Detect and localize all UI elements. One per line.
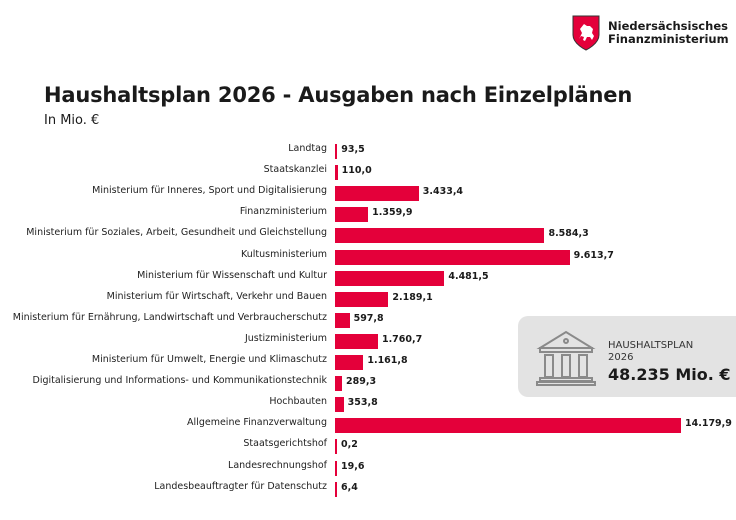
category-label: Landesrechnungshof — [228, 459, 327, 471]
bar-row: Kultusministerium 9.613,7 — [0, 247, 736, 268]
bar-row: Staatsgerichtshof 0,2 — [0, 436, 736, 457]
bar — [335, 207, 369, 223]
value-label: 93,5 — [341, 144, 365, 155]
bar — [335, 249, 570, 265]
category-label: Staatskanzlei — [263, 164, 327, 176]
category-label: Ministerium für Inneres, Sport und Digit… — [92, 185, 327, 197]
bar — [335, 165, 338, 181]
value-label: 14.179,9 — [685, 418, 732, 430]
coat-of-arms-icon — [572, 15, 600, 51]
value-label: 9.613,7 — [573, 249, 614, 261]
bar-row: Staatskanzlei 110,0 — [0, 162, 736, 183]
bar — [335, 291, 389, 307]
bar-row: Landesrechnungshof 19,6 — [0, 458, 736, 479]
category-label: Allgemeine Finanzverwaltung — [187, 417, 327, 429]
unit-subtitle: In Mio. € — [44, 113, 100, 128]
value-label: 2.189,1 — [392, 291, 433, 303]
category-label: Hochbauten — [269, 396, 327, 408]
bar-row: Ministerium für Ernährung, Landwirtschaf… — [0, 310, 736, 331]
bar-row: Allgemeine Finanzverwaltung 14.179,9 — [0, 415, 736, 436]
value-label: 1.359,9 — [372, 207, 413, 219]
bar — [335, 439, 337, 455]
bar — [335, 186, 419, 202]
summary-box: HAUSHALTSPLAN 2026 48.235 Mio. € — [518, 316, 736, 397]
summary-total: 48.235 Mio. € — [608, 365, 731, 384]
bar-row: Landesbeauftragter für Datenschutz 6,4 — [0, 479, 736, 500]
value-label: 289,3 — [346, 376, 377, 388]
category-label: Staatsgerichtshof — [243, 438, 327, 450]
government-building-icon — [536, 330, 596, 386]
bar-row: Finanzministerium 1.359,9 — [0, 204, 736, 225]
value-label: 19,6 — [341, 460, 365, 472]
logo-line1: Niedersächsisches — [608, 19, 728, 33]
bar-row: Landtag 93,5 — [0, 141, 736, 162]
bar-row: Ministerium für Inneres, Sport und Digit… — [0, 183, 736, 204]
bar — [335, 333, 378, 349]
bar-row: Digitalisierung und Informations- und Ko… — [0, 373, 736, 394]
value-label: 353,8 — [347, 397, 378, 409]
category-label: Ministerium für Wissenschaft und Kultur — [137, 269, 327, 281]
summary-label-line2: 2026 — [608, 352, 634, 363]
category-label: Digitalisierung und Informations- und Ko… — [32, 375, 328, 387]
value-label: 1.161,8 — [367, 355, 408, 366]
category-label: Landtag — [288, 143, 327, 154]
summary-label-line1: HAUSHALTSPLAN — [608, 340, 694, 351]
category-label: Landesbeauftragter für Datenschutz — [154, 480, 327, 492]
page-title: Haushaltsplan 2026 - Ausgaben nach Einze… — [44, 83, 633, 107]
logo-line2: Finanzministerium — [608, 32, 729, 46]
value-label: 1.760,7 — [381, 333, 423, 345]
bar — [335, 460, 337, 476]
bar — [335, 144, 338, 159]
value-label: 597,8 — [353, 312, 384, 324]
bar-row: Ministerium für Umwelt, Energie und Klim… — [0, 352, 736, 373]
value-label: 0,2 — [341, 439, 358, 451]
category-label: Ministerium für Ernährung, Landwirtschaf… — [12, 311, 327, 323]
bar-row: Justizministerium 1.760,7 — [0, 331, 736, 352]
bar — [335, 270, 445, 286]
category-label: Finanzministerium — [239, 206, 327, 218]
value-label: 110,0 — [341, 165, 372, 177]
value-label: 4.481,5 — [448, 270, 489, 282]
bar — [335, 397, 344, 413]
bar-row: Hochbauten 353,8 — [0, 394, 736, 415]
logo: Niedersächsisches Finanzministerium — [572, 15, 729, 51]
value-label: 8.584,3 — [548, 228, 589, 240]
bar — [335, 481, 337, 497]
category-label: Ministerium für Wirtschaft, Verkehr und … — [106, 290, 327, 302]
value-label: 6,4 — [341, 481, 358, 493]
bar-row: Ministerium für Wissenschaft und Kultur 4… — [0, 268, 736, 289]
category-label: Kultusministerium — [240, 248, 327, 260]
bar-row: Ministerium für Soziales, Arbeit, Gesund… — [0, 225, 736, 246]
value-label: 3.433,4 — [422, 186, 464, 198]
bar — [335, 355, 364, 370]
category-label: Justizministerium — [244, 332, 327, 344]
category-label: Ministerium für Umwelt, Energie und Klim… — [91, 354, 327, 365]
category-label: Ministerium für Soziales, Arbeit, Gesund… — [26, 227, 327, 239]
bar — [335, 418, 681, 434]
bar — [335, 312, 350, 328]
bar-row: Ministerium für Wirtschaft, Verkehr und … — [0, 289, 736, 310]
bar — [335, 376, 343, 392]
bar — [335, 228, 545, 244]
